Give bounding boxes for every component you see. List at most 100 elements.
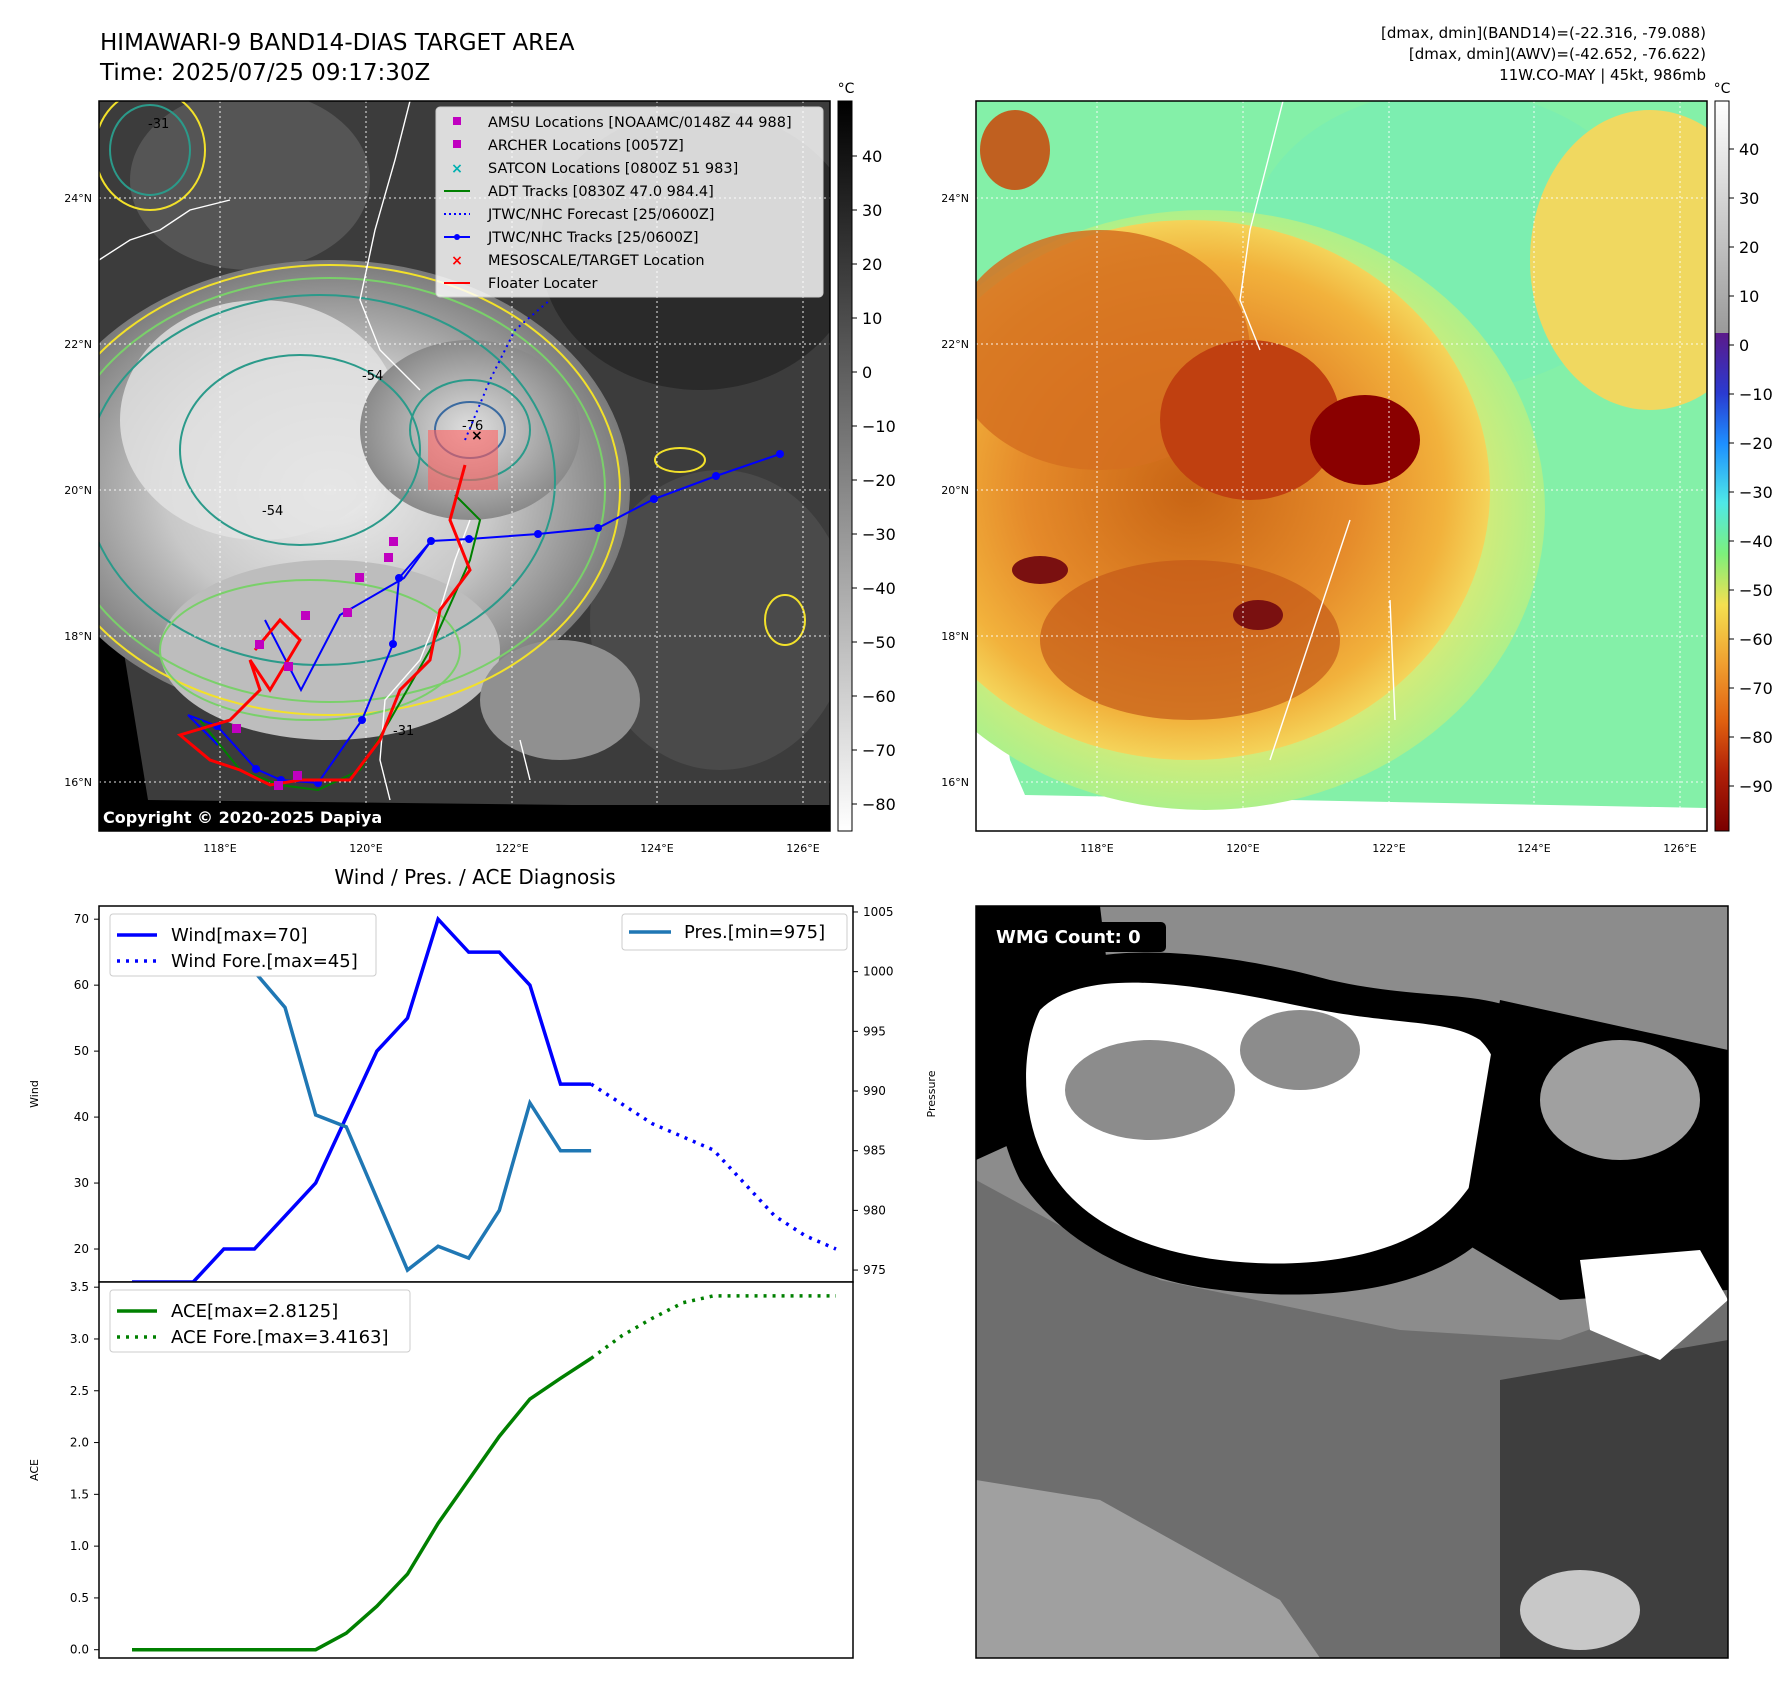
contour-label: -31 [393,724,414,739]
floater-track [176,464,472,787]
colorbar-tick: 0 [862,363,872,382]
legend-label: AMSU Locations [NOAAMC/0148Z 44 988] [488,115,792,131]
y2-axis-label: Pressure [925,1070,938,1117]
colorbar-tick: −50 [862,633,896,652]
legend-marker [453,117,461,125]
colorbar-tick: −40 [862,579,896,598]
lon-label: 118°E [203,842,236,855]
lon-label: 126°E [1663,842,1696,855]
legend-label: Pres.[min=975] [684,922,825,943]
colorbar-tick: −10 [862,417,896,436]
wv-map [976,101,1707,831]
colorbar-tick: 20 [862,255,882,274]
ir-colorbar: °C 40 30 20 10 0 −10 −20 −30 −40 −50 −60 −70 −80 [837,81,896,832]
y2-tick-label: 990 [863,1084,886,1098]
colorbar-tick: 20 [1739,238,1759,257]
y-tick-label: 0.5 [70,1591,89,1605]
colorbar-tick: −30 [862,525,896,544]
colorbar-unit: °C [1714,81,1731,97]
colorbar-unit: °C [838,81,855,97]
lon-label: 120°E [349,842,382,855]
colorbar-tick: −20 [1739,434,1773,453]
lon-label: 126°E [786,842,819,855]
legend-label: MESOSCALE/TARGET Location [488,253,705,269]
contour-label: -31 [148,117,169,132]
colorbar-tick: −60 [862,687,896,706]
legend-marker: × [451,253,463,269]
wind-line [132,915,592,1284]
lon-label: 122°E [495,842,528,855]
lat-label: 16°N [64,776,92,789]
y-tick-label: 50 [74,1044,89,1058]
legend-label: Wind Fore.[max=45] [171,951,358,972]
pressure-legend: Pres.[min=975] [621,913,848,951]
colorbar-tick: 10 [1739,287,1759,306]
colorbar-tick: −80 [862,795,896,814]
wind-legend: Wind[max=70] Wind Fore.[max=45] [109,913,377,977]
lat-label: 16°N [941,776,969,789]
y2-tick-label: 980 [863,1203,886,1217]
wind-forecast-line [590,1082,837,1251]
legend-label: Floater Locater [488,276,597,292]
lon-label: 120°E [1226,842,1259,855]
contour-label: -76 [462,419,483,434]
y-tick-label: 3.5 [70,1280,89,1294]
y-tick-label: 20 [74,1242,89,1256]
colorbar-tick: 30 [862,201,882,220]
legend-label: JTWC/NHC Tracks [25/0600Z] [487,230,699,246]
copyright: Copyright © 2020-2025 Dapiya [103,808,382,827]
legend-label: SATCON Locations [0800Z 51 983] [488,161,738,177]
lat-label: 18°N [941,630,969,643]
y2-tick-label: 1000 [863,965,894,979]
colorbar-tick: 40 [862,147,882,166]
y-tick-label: 70 [74,912,89,926]
lon-label: 122°E [1372,842,1405,855]
y2-tick-label: 995 [863,1024,886,1038]
wmg-frame [975,905,1729,1659]
colorbar-tick: −10 [1739,385,1773,404]
wv-colorbar: °C 40 30 20 10 0 −10 −20 −30 −40 −50 −60 −70 −80 −90 [1714,81,1773,832]
y-tick-label: 30 [74,1176,89,1190]
wind-pressure-chart: 20 30 40 50 60 70 975 980 985 990 995 1000 1005 Wind P… [28,905,938,1284]
y2-tick-label: 1005 [863,905,894,919]
lat-label: 22°N [64,338,92,351]
y-tick-label: 40 [74,1110,89,1124]
legend-marker: × [451,161,463,177]
ace-line [132,1356,593,1652]
y-axis-label: Wind [28,1080,41,1108]
y-tick-label: 1.5 [70,1487,89,1501]
lon-label: 118°E [1080,842,1113,855]
jtwc-track [187,453,781,785]
lat-label: 20°N [941,484,969,497]
lat-label: 22°N [941,338,969,351]
ir-map-frame [98,100,831,832]
figure-title: HIMAWARI-9 BAND14-DIAS TARGET AREA [100,30,575,56]
colorbar-tick: −30 [1739,483,1773,502]
ace-legend: ACE[max=2.8125] ACE Fore.[max=3.4163] [109,1289,411,1353]
colorbar-tick: 30 [1739,189,1759,208]
target-marker: × [471,428,483,444]
y-tick-label: 1.0 [70,1539,89,1553]
lat-label: 20°N [64,484,92,497]
colorbar-tick: −40 [1739,532,1773,551]
contour-label: -54 [262,504,283,519]
legend-label: ARCHER Locations [0057Z] [488,138,684,154]
y-tick-label: 60 [74,978,89,992]
target-box [428,430,498,490]
chart-title: Wind / Pres. / ACE Diagnosis [334,865,615,889]
colorbar-tick: −20 [862,471,896,490]
colorbar-tick: 10 [862,309,882,328]
wmg-panel: WMG Count: 0 [976,906,1728,1658]
legend-label: JTWC/NHC Forecast [25/0600Z] [487,207,714,223]
colorbar-tick: −70 [1739,679,1773,698]
lon-label: 124°E [640,842,673,855]
legend-label: ADT Tracks [0830Z 47.0 984.4] [488,184,714,200]
colorbar-tick: −60 [1739,630,1773,649]
colorbar-tick: 40 [1739,140,1759,159]
legend-label: ACE Fore.[max=3.4163] [171,1327,389,1348]
y-tick-label: 3.0 [70,1332,89,1346]
legend-label: Wind[max=70] [171,925,308,946]
ir-legend: AMSU Locations [NOAAMC/0148Z 44 988] ARCH… [435,106,824,298]
contour-label: -54 [362,369,383,384]
